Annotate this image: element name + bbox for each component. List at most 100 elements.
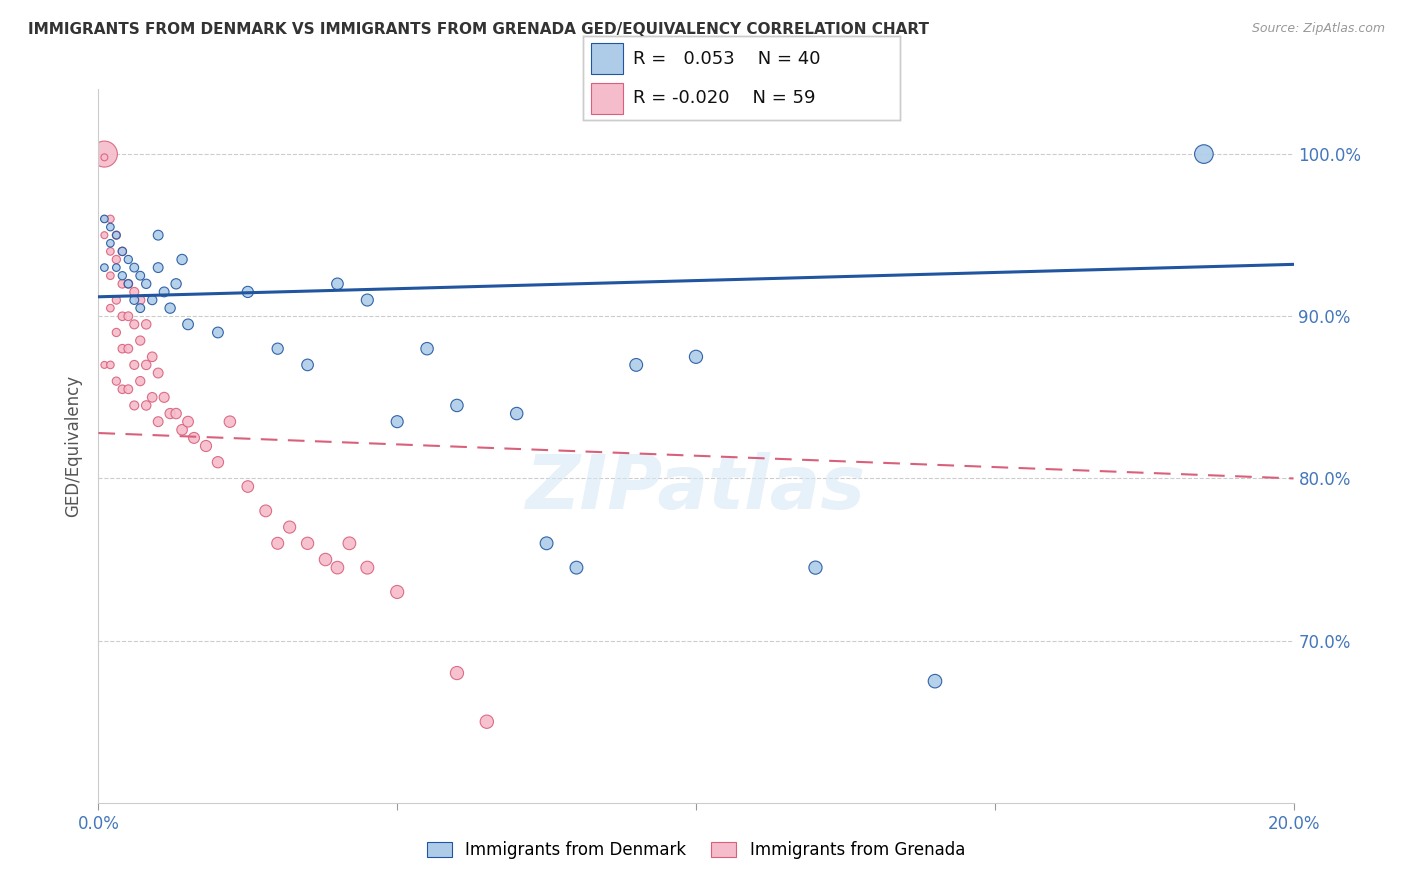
Point — [315, 552, 337, 566]
Point — [93, 211, 115, 226]
Text: IMMIGRANTS FROM DENMARK VS IMMIGRANTS FROM GRENADA GED/EQUIVALENCY CORRELATION C: IMMIGRANTS FROM DENMARK VS IMMIGRANTS FR… — [28, 22, 929, 37]
Bar — [592, 44, 623, 74]
Point — [135, 358, 157, 372]
Point — [446, 399, 468, 413]
Point — [506, 407, 529, 421]
Point — [98, 301, 122, 315]
Point — [297, 358, 319, 372]
Point — [148, 260, 170, 275]
Point — [207, 455, 229, 469]
Point — [1192, 147, 1215, 161]
Point — [356, 560, 378, 574]
Legend: Immigrants from Denmark, Immigrants from Grenada: Immigrants from Denmark, Immigrants from… — [420, 835, 972, 866]
Point — [626, 358, 648, 372]
Point — [105, 252, 128, 267]
Point — [153, 285, 176, 299]
Point — [153, 390, 176, 404]
Point — [129, 301, 152, 315]
Point — [117, 342, 139, 356]
Point — [111, 244, 134, 259]
Point — [297, 536, 319, 550]
Point — [129, 293, 152, 307]
Text: Source: ZipAtlas.com: Source: ZipAtlas.com — [1251, 22, 1385, 36]
Y-axis label: GED/Equivalency: GED/Equivalency — [65, 375, 83, 517]
Point — [98, 268, 122, 283]
Point — [172, 423, 194, 437]
Point — [117, 252, 139, 267]
Bar — [592, 83, 623, 113]
Point — [148, 228, 170, 243]
Point — [924, 674, 946, 689]
Point — [339, 536, 361, 550]
Point — [124, 318, 146, 332]
Point — [254, 504, 277, 518]
Point — [326, 560, 349, 574]
Point — [278, 520, 301, 534]
Point — [385, 415, 409, 429]
Point — [159, 407, 181, 421]
Point — [236, 285, 259, 299]
Point — [105, 228, 128, 243]
Point — [98, 211, 122, 226]
Point — [236, 479, 259, 493]
Text: R =   0.053    N = 40: R = 0.053 N = 40 — [633, 50, 820, 68]
Point — [685, 350, 707, 364]
Point — [183, 431, 205, 445]
Point — [117, 382, 139, 396]
Point — [159, 301, 181, 315]
Point — [111, 382, 134, 396]
Point — [111, 310, 134, 324]
Point — [195, 439, 218, 453]
Point — [148, 415, 170, 429]
Point — [141, 390, 163, 404]
Point — [93, 211, 115, 226]
Point — [105, 260, 128, 275]
Point — [326, 277, 349, 291]
Point — [111, 342, 134, 356]
Point — [207, 326, 229, 340]
Point — [141, 293, 163, 307]
Point — [804, 560, 827, 574]
Point — [93, 228, 115, 243]
Point — [475, 714, 498, 729]
Point — [98, 244, 122, 259]
Point — [124, 293, 146, 307]
Point — [148, 366, 170, 380]
Point — [177, 415, 200, 429]
Point — [124, 260, 146, 275]
Point — [177, 318, 200, 332]
Point — [111, 277, 134, 291]
Point — [124, 358, 146, 372]
Point — [129, 374, 152, 388]
Point — [385, 585, 409, 599]
Point — [111, 268, 134, 283]
Point — [124, 399, 146, 413]
Point — [105, 293, 128, 307]
Point — [105, 326, 128, 340]
Point — [129, 334, 152, 348]
Point — [117, 310, 139, 324]
Point — [93, 260, 115, 275]
Point — [165, 407, 187, 421]
Text: ZIPatlas: ZIPatlas — [526, 452, 866, 525]
Point — [416, 342, 439, 356]
Text: R = -0.020    N = 59: R = -0.020 N = 59 — [633, 88, 815, 106]
Point — [267, 342, 290, 356]
Point — [98, 220, 122, 235]
Point — [219, 415, 242, 429]
Point — [93, 147, 115, 161]
Point — [141, 350, 163, 364]
Point — [117, 277, 139, 291]
Point — [267, 536, 290, 550]
Point — [98, 236, 122, 251]
Point — [93, 358, 115, 372]
Point — [111, 244, 134, 259]
Point — [165, 277, 187, 291]
Point — [105, 374, 128, 388]
Point — [98, 358, 122, 372]
Point — [565, 560, 588, 574]
Point — [446, 666, 468, 681]
Point — [356, 293, 378, 307]
Point — [117, 277, 139, 291]
Point — [93, 150, 115, 164]
